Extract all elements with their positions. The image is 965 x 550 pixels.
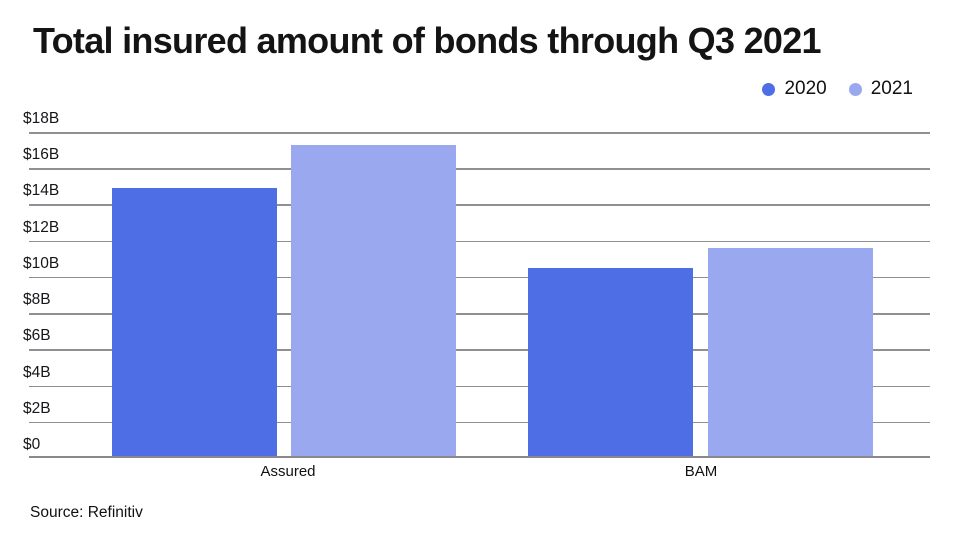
grid-line-0 xyxy=(29,456,930,458)
legend: 2020 2021 xyxy=(762,78,913,100)
y-axis-tick-label: $14B xyxy=(23,182,60,200)
source-note: Source: Refinitiv xyxy=(30,504,143,521)
y-axis-tick-label: $8B xyxy=(23,291,51,309)
plot-area: $18B $16B $14B $12B $10B $8B $6B $4B $2B $0 Assure… xyxy=(23,110,930,480)
legend-dot-icon xyxy=(762,82,776,96)
y-axis-tick-label: $10B xyxy=(23,254,60,272)
grid-line-12b xyxy=(29,240,930,243)
x-axis-label-assured: Assured xyxy=(260,463,316,480)
grid-line-2b xyxy=(29,421,930,424)
chart-title: Total insured amount of bonds through Q3… xyxy=(33,20,822,61)
bar-assured-2020 xyxy=(112,188,277,458)
legend-label: 2020 xyxy=(784,78,827,99)
x-axis-label-bam: BAM xyxy=(684,463,718,480)
legend-label: 2021 xyxy=(870,78,913,99)
grid-line-18b xyxy=(29,132,930,134)
bar-bam-2020 xyxy=(528,267,693,458)
grid-line-10b xyxy=(29,276,930,279)
grid-line-6b xyxy=(29,349,930,351)
y-axis-tick-label: $2B xyxy=(23,399,51,417)
legend-dot-icon xyxy=(848,82,862,96)
grid-line-14b xyxy=(29,204,930,206)
bar-assured-2021 xyxy=(291,144,456,458)
y-axis-tick-label: $0 xyxy=(23,436,41,453)
bar-bam-2021 xyxy=(708,247,873,458)
y-axis-tick-label: $12B xyxy=(23,218,60,236)
grid-line-8b xyxy=(29,313,930,315)
y-axis-tick-label: $4B xyxy=(23,363,51,381)
y-axis-tick-label: $6B xyxy=(23,327,51,345)
legend-item-2021: 2021 xyxy=(848,78,913,100)
grid-line-4b xyxy=(29,385,930,388)
legend-item-2020: 2020 xyxy=(762,78,827,100)
grid-line-16b xyxy=(29,168,930,170)
y-axis-tick-label: $16B xyxy=(23,146,60,164)
y-axis-tick-label: $18B xyxy=(23,110,60,127)
